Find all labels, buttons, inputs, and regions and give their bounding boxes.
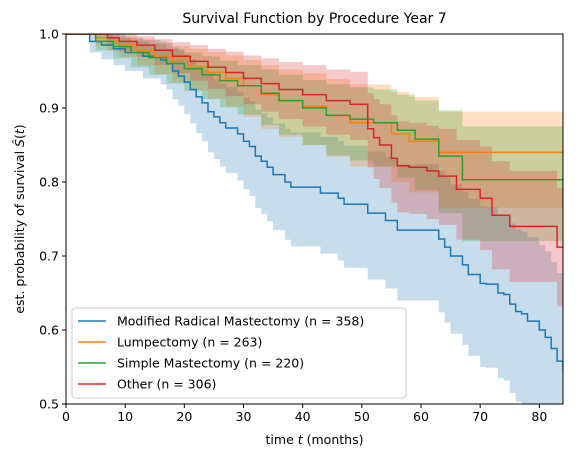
chart-title: Survival Function by Procedure Year 7 [182, 11, 446, 27]
plot-frame [65, 33, 564, 405]
y-axis-label-variable: t [12, 128, 27, 134]
x-tick-label: 10 [117, 409, 133, 424]
x-axis-label-unit: (months) [303, 432, 364, 447]
y-tick-label: 0.9 [39, 101, 59, 116]
legend-label: Other (n = 306) [117, 377, 216, 392]
x-tick-label: 40 [295, 409, 311, 424]
survival-curves [66, 34, 563, 371]
x-tick-label: 50 [354, 409, 370, 424]
ci-band-modified-radical-mastectomy [66, 34, 563, 404]
x-tick-label: 30 [236, 409, 252, 424]
x-axis: 0 10 20 30 40 50 60 70 80 [62, 404, 547, 424]
legend-label: Modified Radical Mastectomy (n = 358) [117, 314, 364, 329]
y-axis: 0.5 0.6 0.7 0.8 0.9 1.0 [39, 27, 66, 412]
y-tick-label: 0.6 [39, 323, 59, 338]
x-tick-label: 70 [472, 409, 488, 424]
legend-label: Simple Mastectomy (n = 220) [117, 356, 304, 371]
legend-box [71, 307, 407, 399]
y-axis-label-open-paren: ( [12, 134, 27, 139]
x-tick-label: 20 [176, 409, 192, 424]
survival-line-simple-mastectomy [66, 34, 563, 181]
legend-label: Lumpectomy (n = 263) [117, 335, 262, 350]
x-axis-label: time t (months) [266, 432, 364, 447]
survival-line-modified-radical-mastectomy [66, 34, 563, 371]
y-tick-label: 1.0 [39, 27, 59, 42]
ci-band-other [66, 34, 563, 307]
survival-line-other [66, 34, 563, 248]
y-tick-label: 0.5 [39, 397, 59, 412]
y-tick-label: 0.7 [39, 249, 59, 264]
x-axis-label-text: time [266, 432, 298, 447]
x-tick-label: 60 [413, 409, 429, 424]
x-tick-label: 80 [531, 409, 547, 424]
ci-band-lumpectomy [66, 34, 563, 208]
y-axis-label-symbol: Ŝ [12, 139, 27, 147]
x-tick-label: 0 [62, 409, 70, 424]
x-axis-label-variable: t [298, 432, 304, 447]
y-tick-label: 0.8 [39, 175, 59, 190]
y-axis-label-close-paren: ) [12, 124, 27, 129]
legend: Modified Radical Mastectomy (n = 358) Lum… [71, 307, 407, 399]
y-axis-label-text: est. probability of survival [12, 147, 27, 314]
y-axis-label: est. probability of survival Ŝ(t) [12, 124, 27, 313]
